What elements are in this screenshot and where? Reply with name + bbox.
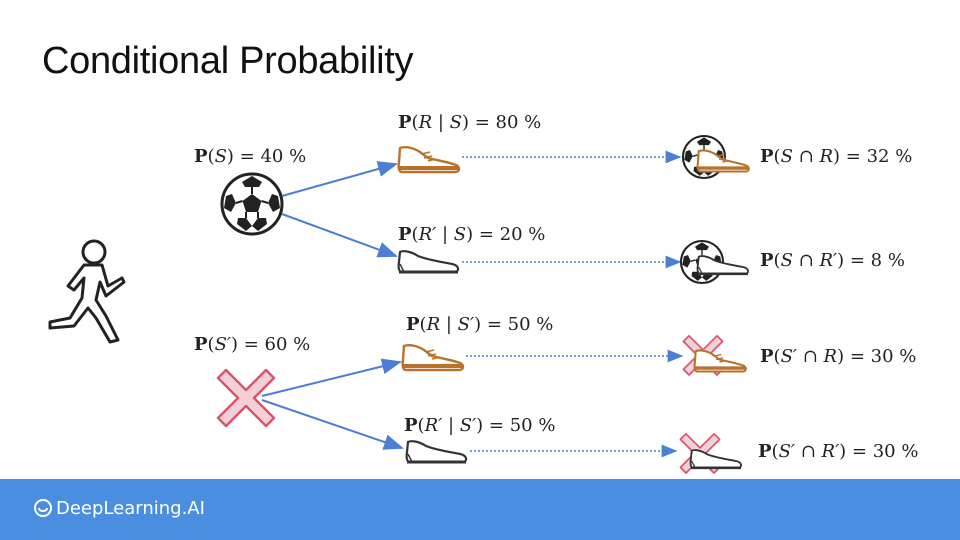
prob-value: = 50 % — [483, 415, 556, 436]
prob-value: = 60 % — [238, 334, 311, 355]
paren: ) — [231, 334, 239, 355]
label-p-s-complement: P(S′) = 60 % — [194, 334, 310, 355]
cross-icon — [216, 368, 276, 428]
paren: ) — [837, 346, 845, 367]
paren: ) — [476, 415, 484, 436]
paren: ( — [773, 250, 781, 271]
prob-value: = 40 % — [233, 146, 307, 167]
dress-shoe-icon — [405, 439, 468, 464]
probability-tree-diagram — [48, 134, 751, 474]
relation-symbol: ∩ — [795, 441, 822, 462]
event-b: S — [449, 112, 462, 133]
dress-shoe-icon — [397, 249, 460, 274]
event-a: S — [780, 146, 793, 167]
paren: ) — [837, 250, 845, 271]
ball-with-dress-shoe-icon — [679, 239, 750, 285]
paren: ( — [417, 415, 425, 436]
label-p-sc-and-r: P(S′ ∩ R) = 30 % — [760, 346, 916, 367]
label-p-s: P(S) = 40 % — [194, 146, 306, 167]
relation-symbol: ∩ — [797, 346, 824, 367]
prob-operator: P — [398, 224, 412, 245]
prob-operator: P — [760, 346, 774, 367]
event-b: S — [453, 224, 467, 245]
brand-name: DeepLearning.AI — [56, 498, 205, 519]
paren: ( — [773, 146, 781, 167]
relation-symbol: | — [436, 224, 454, 245]
event-a: S′ — [214, 334, 231, 355]
cross-with-dress-shoe-icon — [679, 432, 743, 474]
slide-title: Conditional Probability — [42, 40, 414, 82]
deeplearning-logo-icon — [34, 499, 52, 517]
event-b: S′ — [459, 415, 477, 436]
sneaker-icon — [396, 145, 461, 174]
paren: ) — [833, 146, 841, 167]
relation-symbol: | — [440, 314, 458, 335]
prob-value: = 8 % — [844, 250, 905, 271]
event-a: R′ — [424, 415, 443, 436]
label-p-s-and-r: P(S ∩ R) = 32 % — [760, 146, 912, 167]
prob-value: = 20 % — [473, 224, 546, 245]
event-b: R — [819, 146, 834, 167]
runner-icon — [48, 239, 126, 344]
relation-symbol: | — [432, 112, 450, 133]
paren: ) — [462, 112, 470, 133]
label-p-r-given-s: P(R | S) = 80 % — [398, 112, 541, 133]
prob-operator: P — [760, 250, 774, 271]
event-a: S′ — [780, 346, 797, 367]
relation-symbol: ∩ — [792, 146, 820, 167]
ball-with-sneaker-icon — [681, 134, 751, 180]
paren: ( — [773, 346, 781, 367]
soccer-ball-icon — [220, 172, 284, 236]
sneaker-icon — [400, 343, 465, 372]
label-p-r-given-sc: P(R | S′) = 50 % — [406, 314, 553, 335]
paren: ( — [207, 334, 215, 355]
paren: ) — [226, 146, 234, 167]
label-p-rc-given-s: P(R′ | S) = 20 % — [398, 224, 545, 245]
arrow-sc-to-rc — [261, 399, 404, 450]
event-a: R — [426, 314, 441, 335]
cross-with-sneaker-icon — [682, 334, 748, 376]
relation-symbol: | — [442, 415, 460, 436]
prob-value: = 80 % — [469, 112, 542, 133]
prob-operator: P — [758, 441, 772, 462]
prob-operator: P — [404, 415, 418, 436]
footer-bar: DeepLearning.AI — [0, 479, 960, 540]
event-a: R′ — [418, 224, 437, 245]
prob-operator: P — [194, 146, 208, 167]
label-p-rc-given-sc: P(R′ | S′) = 50 % — [404, 415, 555, 436]
prob-operator: P — [194, 334, 208, 355]
prob-operator: P — [398, 112, 412, 133]
event-b: R′ — [819, 250, 838, 271]
arrow-sc-to-r — [261, 358, 402, 397]
prob-value: = 30 % — [844, 346, 917, 367]
paren: ) — [839, 441, 847, 462]
paren: ( — [411, 224, 419, 245]
paren: ( — [419, 314, 427, 335]
prob-value: = 32 % — [840, 146, 913, 167]
event-a: S′ — [778, 441, 795, 462]
event-b: R′ — [821, 441, 840, 462]
paren: ( — [771, 441, 779, 462]
prob-operator: P — [760, 146, 774, 167]
paren: ) — [466, 224, 474, 245]
prob-value: = 50 % — [481, 314, 554, 335]
arrow-s-to-rc — [281, 213, 398, 258]
prob-operator: P — [406, 314, 420, 335]
paren: ) — [474, 314, 482, 335]
paren: ( — [411, 112, 419, 133]
event-a: S — [214, 146, 227, 167]
prob-value: = 30 % — [846, 441, 919, 462]
event-b: R — [823, 346, 838, 367]
label-p-s-and-rc: P(S ∩ R′) = 8 % — [760, 250, 905, 271]
label-p-sc-and-rc: P(S′ ∩ R′) = 30 % — [758, 441, 918, 462]
relation-symbol: ∩ — [792, 250, 820, 271]
event-b: S′ — [457, 314, 475, 335]
event-a: R — [418, 112, 433, 133]
event-a: S — [780, 250, 793, 271]
arrow-s-to-r — [281, 161, 398, 197]
paren: ( — [207, 146, 215, 167]
